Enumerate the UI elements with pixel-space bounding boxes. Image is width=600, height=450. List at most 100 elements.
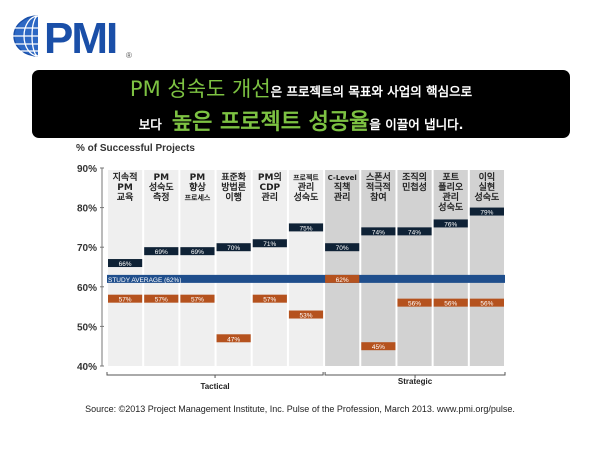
value-marker-low [433,298,468,307]
value-label-low: 57% [155,297,168,304]
value-label-high: 69% [191,249,204,256]
pmi-logo: PMI ® [8,14,138,70]
category-label: PM [190,173,206,183]
category-column [469,170,504,366]
value-marker-low [469,298,504,307]
svg-text:PMI: PMI [44,14,116,63]
headline-highlight-2: 높은 프로젝트 성공율 [171,110,370,135]
y-tick-label: 40% [77,362,97,373]
value-marker-high [469,207,504,216]
category-label: 향상 [189,181,206,193]
headline-highlight-1: PM 성숙도 개선 [129,77,271,101]
value-marker-low [180,294,215,303]
value-marker-low [144,294,179,303]
category-column [252,170,287,366]
value-marker-high [325,243,360,252]
study-average-bar [107,274,505,283]
value-marker-low [252,294,287,303]
group-label: Tactical [200,382,229,391]
category-column [361,170,396,366]
group-bracket [106,372,324,376]
value-label-low: 62% [336,277,349,284]
category-label: 민첩성 [402,181,427,193]
category-label: 직책 [334,181,351,193]
y-tick-label: 60% [77,283,97,294]
category-label: 방법론 [221,181,246,193]
value-label-high: 76% [444,221,457,228]
category-column [180,170,215,366]
svg-text:®: ® [126,51,132,60]
category-label: 성숙도 [438,201,464,213]
category-label: 포트 [442,172,459,183]
category-label: 성숙도 [474,191,500,203]
category-label: 이익 [479,171,496,183]
category-column [288,170,324,366]
y-tick-label: 50% [77,322,97,333]
y-tick-label: 90% [77,164,97,175]
category-column [397,170,432,366]
category-label: 지속적 [113,171,138,183]
category-label: 표준화 [221,171,247,183]
value-marker-low [361,342,396,351]
category-label: 실현 [479,181,496,193]
value-label-high: 74% [408,229,421,236]
value-marker-high [108,259,143,268]
category-label: 측정 [153,191,170,203]
value-label-high: 66% [119,261,132,268]
category-label: 프로젝트 [293,173,319,182]
value-label-high: 79% [480,210,493,217]
category-column [108,170,143,366]
category-label: 관리 [334,191,351,203]
value-label-high: 71% [263,241,276,248]
category-label: 관리 [298,181,315,193]
value-marker-high [144,247,179,256]
category-label: PM [117,183,133,193]
category-label: 프로세스 [185,193,211,202]
headline-banner: PM 성숙도 개선은 프로젝트의 목표와 사업의 핵심으로 보다 높은 프로젝트… [32,70,570,138]
value-marker-high [252,239,287,248]
value-marker-low [216,334,251,343]
y-tick-label: 70% [77,243,97,254]
value-label-low: 47% [227,336,240,343]
headline-text-1: 은 프로젝트의 목표와 사업의 핵심으로 [270,84,473,99]
category-column [433,170,468,366]
category-column [216,170,251,366]
category-label: 관리 [442,191,459,203]
category-label: 관리 [262,191,279,203]
value-marker-high [288,223,324,232]
value-label-low: 57% [119,297,132,304]
study-average-label: STUDY AVERAGE (62%) [108,277,181,284]
value-label-high: 74% [372,229,385,236]
value-label-high: 69% [155,249,168,256]
category-label: 성숙도 [294,191,320,203]
group-bracket [324,372,506,376]
category-column [144,170,179,366]
value-marker-high [433,219,468,228]
value-label-high: 70% [336,245,349,252]
category-label: PM의 [258,171,282,183]
value-marker-high [361,227,396,236]
category-label: PM [153,173,169,183]
source-note: Source: ©2013 Project Management Institu… [85,404,515,414]
value-label-high: 75% [299,225,312,232]
value-label-low: 56% [408,301,421,308]
value-marker-high [216,243,251,252]
chart-title: % of Successful Projects [76,143,195,154]
value-marker-low [108,294,143,303]
category-label: 이행 [225,191,242,203]
category-label: 성숙도 [149,181,175,193]
value-label-high: 70% [227,245,240,252]
value-label-low: 56% [480,301,493,308]
value-marker-high [180,247,215,256]
category-label: 적극적 [366,181,391,193]
value-marker-high [397,227,432,236]
value-label-low: 57% [263,297,276,304]
value-label-low: 57% [191,297,204,304]
category-label: 교육 [117,192,134,203]
value-label-low: 45% [372,344,385,351]
category-label: C-Level [328,174,357,182]
category-label: 폴리오 [438,181,464,193]
category-label: 스폰서 [366,171,391,183]
value-label-low: 56% [444,301,457,308]
category-label: CDP [259,183,280,193]
